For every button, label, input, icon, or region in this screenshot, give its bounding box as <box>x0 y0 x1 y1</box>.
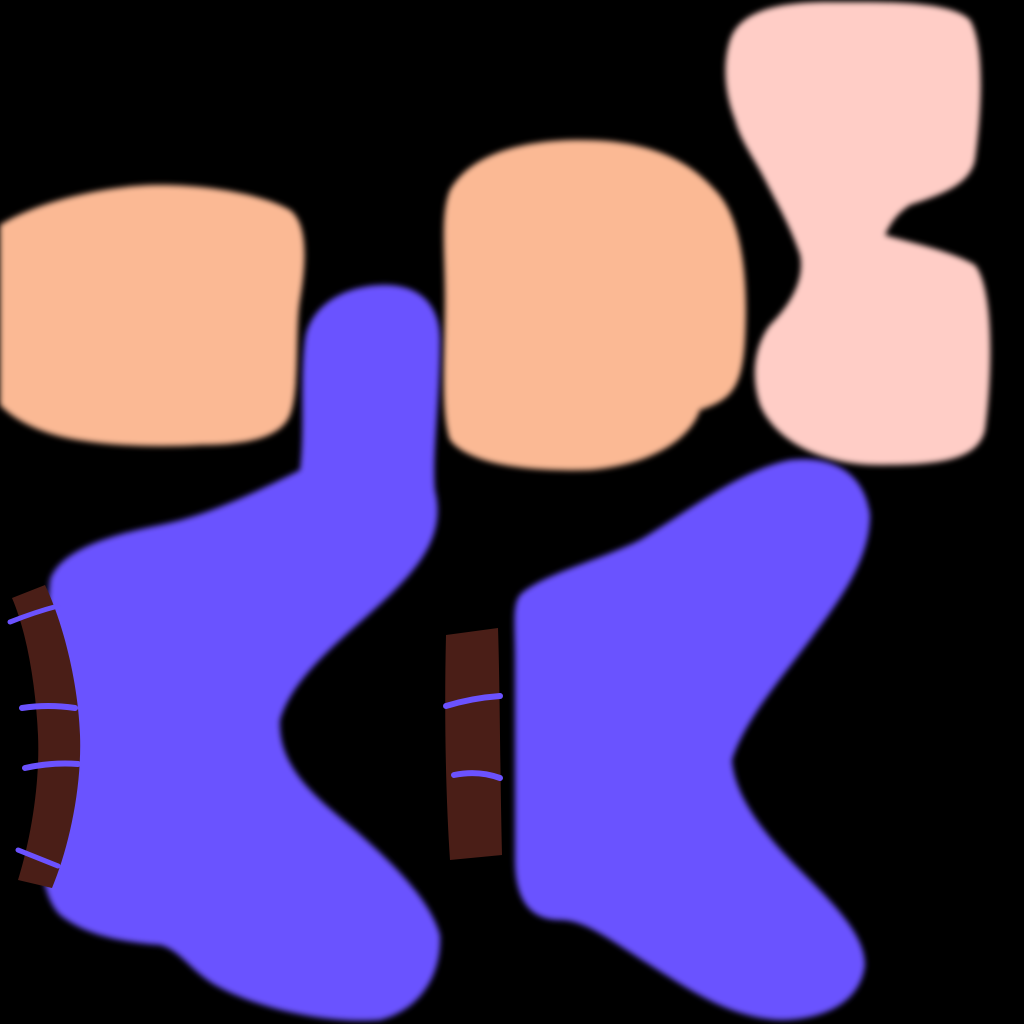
pink-bow-shape <box>725 1 991 465</box>
cuff-stitches-right <box>443 693 503 781</box>
purple-mitten-right <box>514 459 870 1020</box>
purple-mitten-left <box>40 285 441 1021</box>
brown-cuff-left <box>12 585 81 888</box>
cuff-stitches-left <box>7 603 81 869</box>
brown-cuff-right <box>445 628 502 860</box>
skin-patch-center <box>443 140 746 471</box>
skin-patch-left <box>0 185 305 447</box>
